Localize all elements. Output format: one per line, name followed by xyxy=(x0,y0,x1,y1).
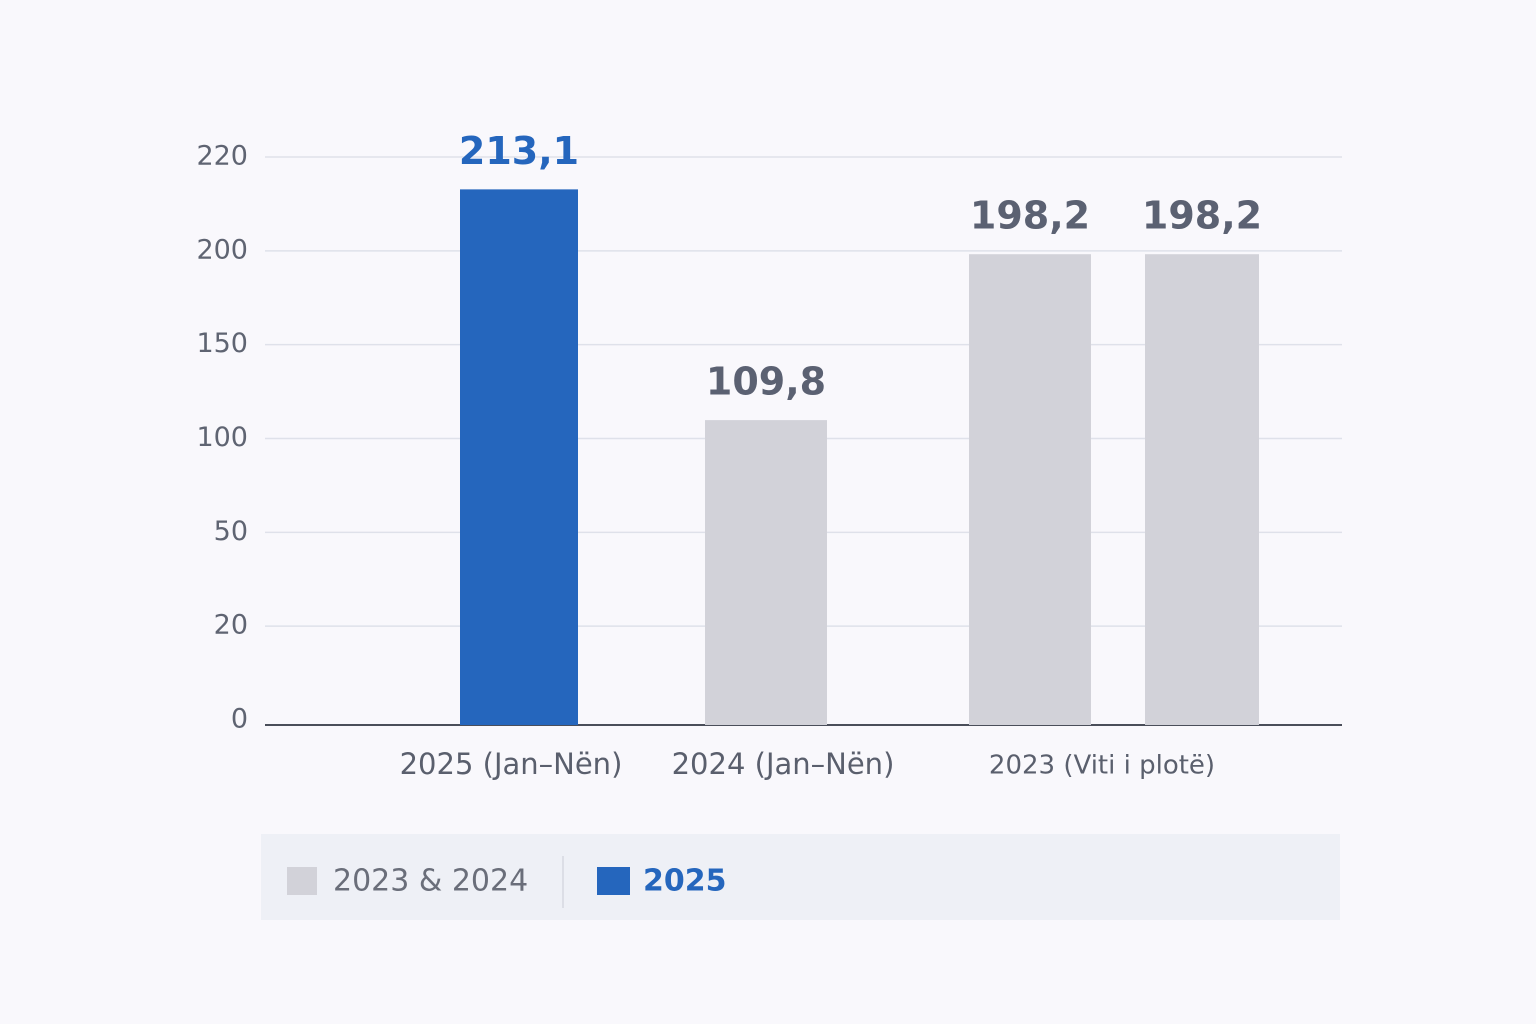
legend-label: 2025 xyxy=(643,864,727,899)
bar xyxy=(705,420,827,725)
legend-label: 2023 & 2024 xyxy=(333,864,528,899)
value-label: 213,1 xyxy=(459,129,579,173)
legend-box xyxy=(261,834,1340,920)
x-tick-label: 2024 (Jan–Nën) xyxy=(672,747,895,781)
y-tick-label: 200 xyxy=(196,234,248,265)
y-tick-label: 50 xyxy=(214,516,248,547)
y-tick-label: 150 xyxy=(196,328,248,359)
bar xyxy=(460,189,578,725)
legend-swatch xyxy=(287,867,317,895)
y-tick-label: 0 xyxy=(231,704,248,735)
x-tick-label: 2023 (Viti i plotë) xyxy=(989,751,1215,781)
value-label: 198,2 xyxy=(970,194,1090,238)
value-label: 198,2 xyxy=(1142,194,1262,238)
x-tick-label: 2025 (Jan–Nën) xyxy=(400,747,623,781)
legend-swatch xyxy=(597,867,630,895)
bar xyxy=(1145,254,1259,725)
y-tick-label: 100 xyxy=(196,422,248,453)
y-tick-label: 220 xyxy=(196,141,248,172)
y-tick-label: 20 xyxy=(214,610,248,641)
bar xyxy=(969,254,1091,725)
value-label: 109,8 xyxy=(706,360,826,404)
